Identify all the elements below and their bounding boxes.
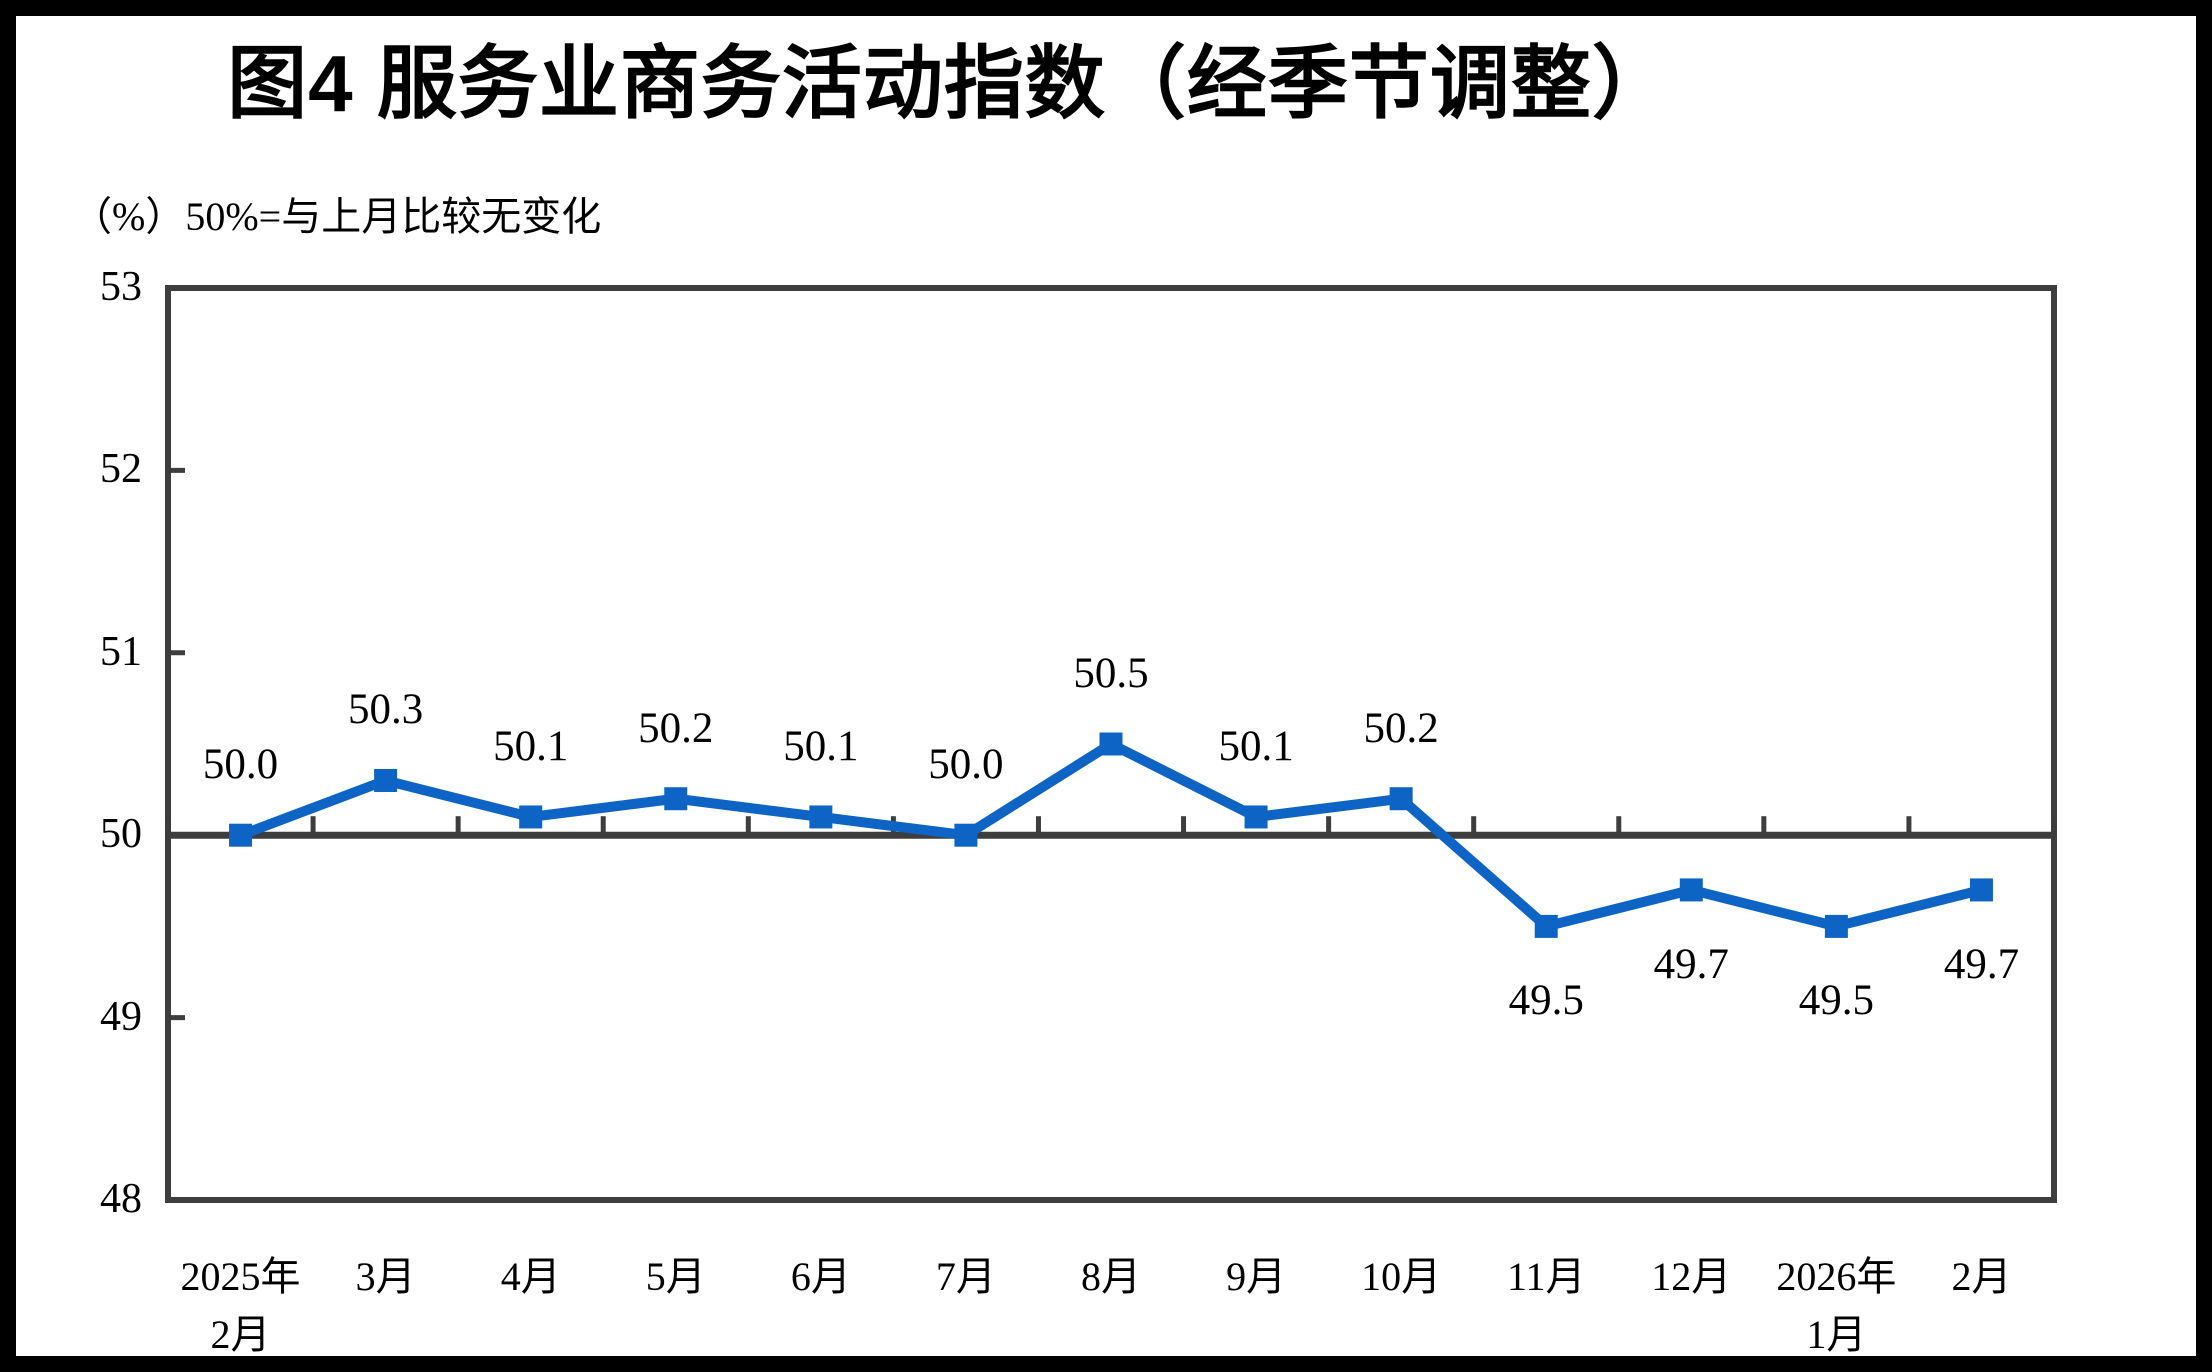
data-point-marker: [809, 805, 833, 829]
y-axis-tick-label: 53: [100, 264, 142, 311]
x-axis-category-label: 7月: [935, 1254, 996, 1299]
y-axis-tick-label: 49: [100, 993, 142, 1040]
x-axis-category-label: 8月: [1081, 1254, 1141, 1299]
x-axis-category-label: 11月: [1506, 1254, 1586, 1299]
y-axis-tick-label: 48: [100, 1176, 142, 1223]
x-axis-category-label: 2026年 1月: [1776, 1254, 1897, 1357]
x-axis-category-label: 10月: [1361, 1254, 1442, 1299]
data-point-label: 49.7: [1653, 940, 1729, 988]
data-point-marker: [1824, 914, 1848, 938]
y-axis-tick-label: 50: [100, 811, 142, 858]
data-point-label: 50.1: [493, 722, 569, 770]
y-axis-tick-label: 52: [100, 446, 142, 493]
data-point-label: 50.2: [638, 704, 714, 752]
data-point-label: 50.1: [783, 722, 859, 770]
x-axis-category-label: 9月: [1226, 1254, 1287, 1299]
data-point-marker: [1099, 732, 1123, 756]
x-axis-category-label: 3月: [355, 1254, 416, 1299]
data-point-label: 49.5: [1798, 977, 1874, 1025]
data-point-label: 49.7: [1943, 940, 2020, 988]
plot-area-border: [165, 285, 2057, 1203]
x-axis-category-label: 12月: [1651, 1254, 1732, 1299]
data-point-marker: [519, 805, 543, 829]
x-axis-category-label: 4月: [500, 1254, 561, 1299]
data-point-label: 50.3: [347, 686, 424, 734]
chart-axis-unit-note: （%）50%=与上月比较无变化: [72, 194, 602, 239]
data-point-marker: [1534, 914, 1558, 938]
x-axis-category-label: 2025年 2月: [180, 1254, 301, 1357]
x-axis-category-label: 2月: [1951, 1254, 2012, 1299]
data-point-marker: [1389, 787, 1413, 811]
data-point-marker: [1244, 805, 1268, 829]
data-point-marker: [374, 768, 398, 792]
data-point-marker: [954, 823, 978, 847]
data-point-label: 49.5: [1508, 977, 1584, 1025]
data-point-label: 50.0: [202, 741, 279, 789]
x-axis-category-label: 6月: [790, 1254, 851, 1299]
data-point-marker: [229, 823, 253, 847]
y-axis-tick-label: 51: [100, 628, 142, 675]
data-point-marker: [1969, 878, 1993, 902]
data-point-label: 50.2: [1363, 704, 1439, 752]
chart-title: 图4 服务业商务活动指数（经季节调整）: [227, 39, 1673, 128]
data-point-marker: [664, 787, 688, 811]
data-point-label: 50.0: [928, 741, 1004, 789]
data-point-label: 50.5: [1073, 650, 1149, 697]
data-point-marker: [1679, 878, 1703, 902]
data-point-label: 50.1: [1218, 722, 1294, 770]
x-axis-category-label: 5月: [645, 1254, 706, 1299]
